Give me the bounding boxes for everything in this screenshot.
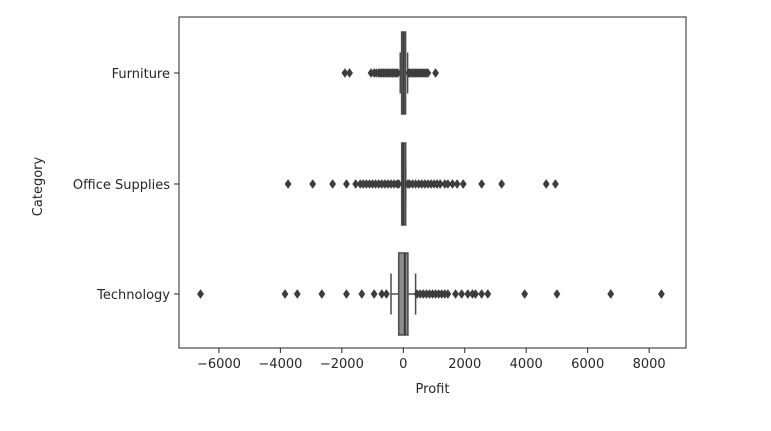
- outlier-point: [542, 179, 550, 189]
- y-axis: Furniture Office Supplies Technology: [73, 67, 179, 303]
- outlier-point: [453, 179, 461, 189]
- x-tick-label: 6000: [571, 357, 604, 372]
- outlier-point: [343, 289, 350, 299]
- box-furniture: [341, 31, 440, 115]
- outlier-point: [341, 68, 349, 78]
- box-office-supplies: [284, 142, 559, 226]
- x-tick-label: −4000: [258, 357, 302, 372]
- outlier-point: [424, 68, 432, 78]
- outlier-point: [607, 289, 615, 299]
- x-axis-label: Profit: [416, 382, 450, 397]
- outlier-point: [343, 179, 350, 189]
- x-tick-label: −6000: [197, 357, 241, 372]
- chart-marks: [197, 31, 665, 336]
- outlier-point: [478, 289, 486, 299]
- outlier-point: [309, 179, 317, 189]
- x-tick-label: 0: [399, 357, 407, 372]
- y-tick-label: Furniture: [112, 67, 170, 82]
- box-technology: [197, 252, 665, 336]
- outlier-point: [458, 289, 466, 299]
- outlier-point: [284, 179, 292, 189]
- outlier-point: [459, 179, 467, 189]
- outlier-point: [329, 179, 337, 189]
- y-tick-label: Technology: [96, 288, 170, 303]
- outlier-point: [657, 289, 665, 299]
- outlier-point: [436, 179, 444, 189]
- outlier-point: [281, 289, 289, 299]
- outlier-point: [318, 289, 326, 299]
- outlier-point: [484, 289, 492, 299]
- x-tick-label: 2000: [448, 357, 481, 372]
- outlier-point: [382, 289, 390, 299]
- outlier-point: [432, 68, 440, 78]
- outlier-point: [498, 179, 506, 189]
- outlier-point: [444, 289, 452, 299]
- outlier-point: [358, 289, 366, 299]
- outlier-point: [452, 289, 460, 299]
- outlier-point: [346, 68, 353, 78]
- x-tick-label: −2000: [320, 357, 364, 372]
- x-tick-label: 4000: [510, 357, 543, 372]
- outlier-point: [395, 179, 403, 189]
- outlier-point: [521, 289, 529, 299]
- outlier-point: [472, 289, 479, 299]
- outlier-point: [464, 289, 472, 299]
- iqr-box: [397, 252, 409, 336]
- outlier-point: [370, 289, 378, 299]
- outlier-point: [553, 289, 561, 299]
- outlier-point: [478, 179, 486, 189]
- x-tick-label: 8000: [633, 357, 666, 372]
- outlier-point: [352, 179, 360, 189]
- outlier-point: [551, 179, 559, 189]
- outlier-point: [293, 289, 301, 299]
- outlier-point: [378, 289, 386, 299]
- outlier-point: [444, 179, 452, 189]
- y-axis-label: Category: [31, 157, 46, 217]
- x-axis: −6000 −4000 −2000 0 2000 4000 6000 8000: [197, 348, 666, 372]
- outlier-point: [394, 68, 402, 78]
- y-tick-label: Office Supplies: [73, 178, 170, 193]
- outlier-point: [449, 179, 456, 189]
- outlier-point: [197, 289, 204, 299]
